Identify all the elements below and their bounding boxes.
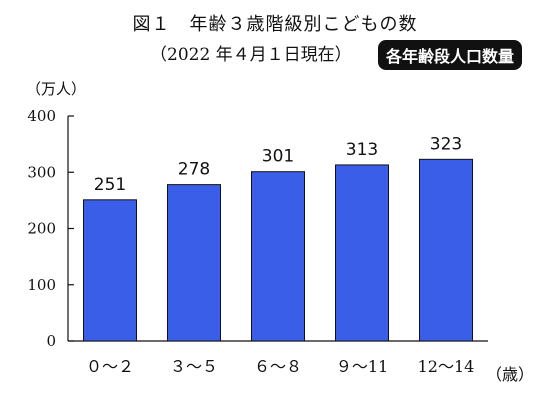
data-label: 251 (94, 175, 126, 195)
y-tick-label: 300 (27, 163, 56, 181)
x-tick-label: ３～５ (170, 357, 218, 376)
x-tick-label: ０～２ (86, 357, 134, 376)
bar (167, 184, 221, 342)
bar (335, 164, 389, 342)
overlay-badge: 各年齢段人口数量 (378, 40, 523, 70)
x-tick-label: 12～14 (418, 357, 475, 376)
data-label: 323 (430, 134, 462, 154)
x-tick-label: ６～８ (254, 357, 302, 376)
data-label: 278 (178, 160, 210, 180)
bar (419, 158, 473, 342)
data-label: 313 (346, 140, 378, 160)
y-tick-label: 100 (27, 276, 56, 294)
y-tick-label: 400 (27, 107, 56, 125)
chart-title: 図１ 年齢３歳階級別こどもの数 (132, 14, 418, 35)
bar (83, 199, 137, 342)
x-tick-label: ９～11 (336, 357, 388, 376)
chart-subtitle: （2022 年４月１日現在） (150, 45, 352, 65)
y-tick-label: 200 (27, 220, 56, 238)
y-unit-label: （万人） (26, 80, 87, 98)
data-label: 301 (262, 147, 294, 167)
x-unit-label: （歳） (486, 365, 534, 384)
y-tick-label: 0 (46, 332, 56, 350)
bar (251, 171, 305, 342)
